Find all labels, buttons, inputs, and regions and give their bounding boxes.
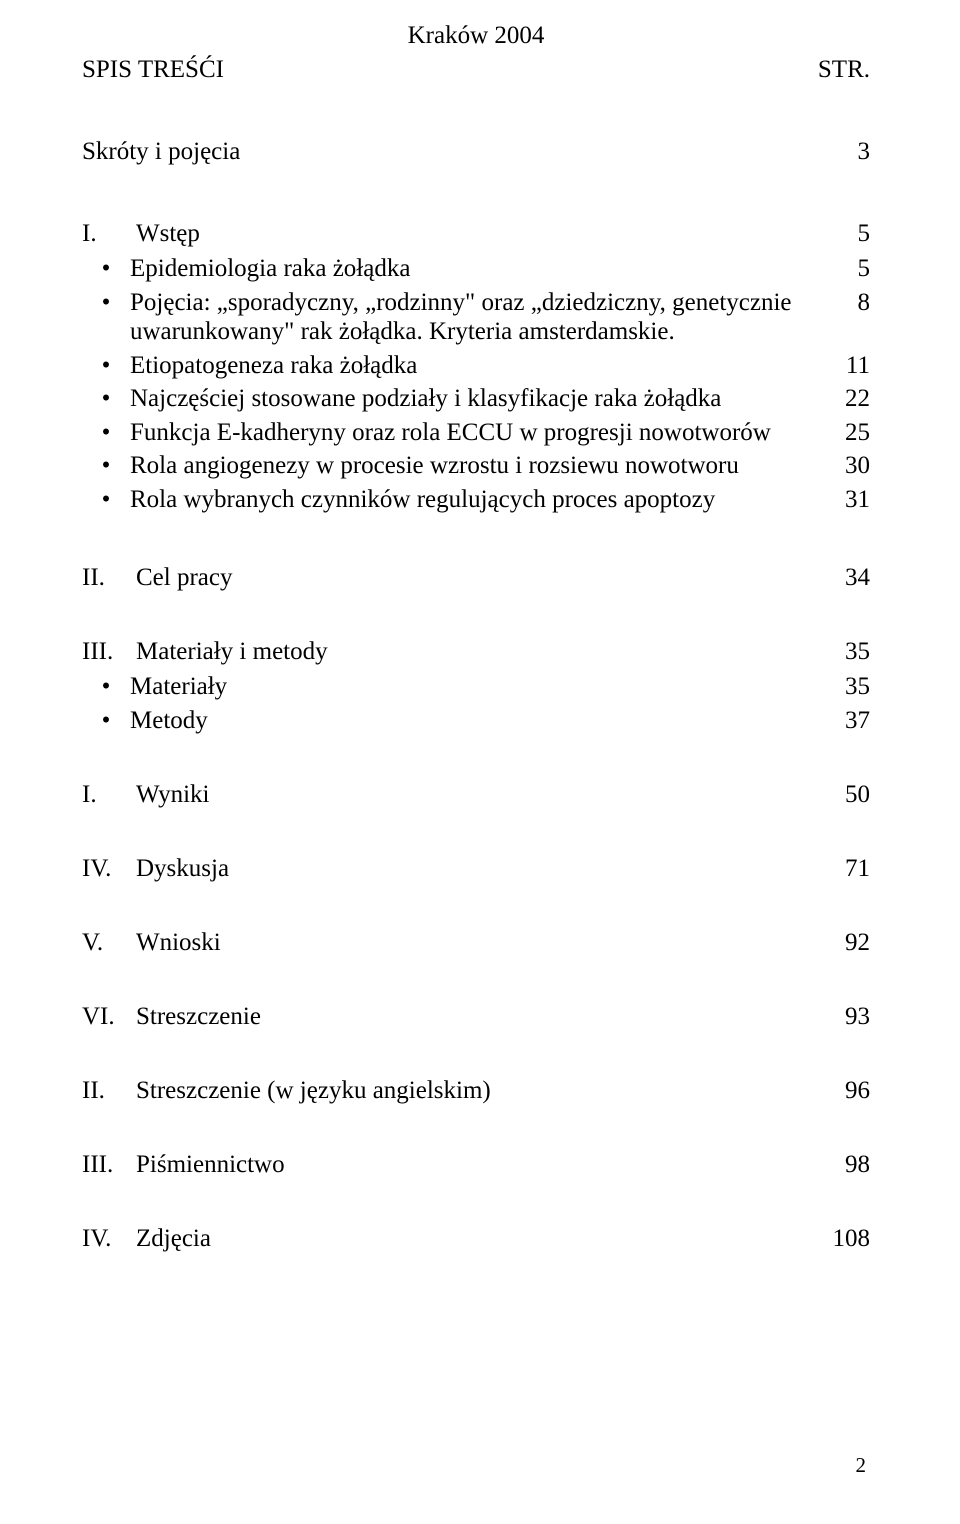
list-item-page: 22 [845,385,870,413]
bullet-icon: • [82,673,130,701]
section-9-label: Piśmiennictwo [136,1151,285,1178]
section-9-page: 98 [845,1151,870,1179]
list-item: • Rola angiogenezy w procesie wzrostu i … [82,451,870,481]
section-4-roman: I. [82,781,136,809]
section-10: IV.Zdjęcia 108 [82,1225,870,1253]
section-1-page: 5 [858,220,871,248]
section-10-page: 108 [833,1225,871,1253]
section-8-left: II.Streszczenie (w języku angielskim) [82,1077,491,1105]
section-4: I.Wyniki 50 [82,781,870,809]
section-1-head: I.Wstęp 5 [82,220,870,248]
section-9-left: III.Piśmiennictwo [82,1151,285,1179]
section-7-roman: VI. [82,1003,136,1031]
section-3-label: Materiały i metody [136,638,328,665]
list-item: • Funkcja E-kadheryny oraz rola ECCU w p… [82,418,870,448]
section-2: II.Cel pracy 34 [82,564,870,592]
list-item-text: Funkcja E-kadheryny oraz rola ECCU w pro… [130,418,845,448]
section-9: III.Piśmiennictwo 98 [82,1151,870,1179]
list-item: • Materiały 35 [82,672,870,702]
section-3-page: 35 [845,638,870,666]
list-item-page: 8 [858,289,871,317]
section-7-left: VI.Streszczenie [82,1003,261,1031]
section-4-left: I.Wyniki [82,781,210,809]
list-item-text: Epidemiologia raka żołądka [130,254,858,284]
section-2-page: 34 [845,564,870,592]
section-1-roman: I. [82,220,136,248]
section-10-label: Zdjęcia [136,1225,211,1252]
section-8-page: 96 [845,1077,870,1105]
section-1-left: I.Wstęp [82,220,200,248]
section-7-label: Streszczenie [136,1003,261,1030]
section-10-left: IV.Zdjęcia [82,1225,211,1253]
section-10-roman: IV. [82,1225,136,1253]
section-6-roman: V. [82,929,136,957]
list-item: • Etiopatogeneza raka żołądka 11 [82,351,870,381]
list-item-page: 30 [845,452,870,480]
bullet-icon: • [82,289,130,317]
bullet-icon: • [82,486,130,514]
page-number: 2 [856,1453,867,1478]
list-item-page: 31 [845,486,870,514]
skroty-row: Skróty i pojęcia 3 [82,138,870,166]
list-item-text: Materiały [130,672,845,702]
section-4-label: Wyniki [136,781,210,808]
section-2-roman: II. [82,564,136,592]
section-8-label: Streszczenie (w języku angielskim) [136,1077,491,1104]
section-1-label: Wstęp [136,220,200,247]
section-7-page: 93 [845,1003,870,1031]
section-8: II.Streszczenie (w języku angielskim) 96 [82,1077,870,1105]
list-item: • Metody 37 [82,706,870,736]
section-5-page: 71 [845,855,870,883]
section-6: V.Wnioski 92 [82,929,870,957]
list-item-text: Rola wybranych czynników regulujących pr… [130,485,845,515]
list-item-page: 35 [845,673,870,701]
list-item: • Rola wybranych czynników regulujących … [82,485,870,515]
title-row: SPIS TREŚĆI STR. [82,56,870,84]
section-3: III.Materiały i metody 35 • Materiały 35… [82,638,870,735]
section-5-roman: IV. [82,855,136,883]
title-right: STR. [818,56,870,84]
list-item: • Epidemiologia raka żołądka 5 [82,254,870,284]
section-7: VI.Streszczenie 93 [82,1003,870,1031]
skroty-label: Skróty i pojęcia [82,138,240,166]
section-3-roman: III. [82,638,136,666]
section-2-label: Cel pracy [136,564,232,591]
bullet-icon: • [82,255,130,283]
list-item-text: Rola angiogenezy w procesie wzrostu i ro… [130,451,845,481]
section-8-roman: II. [82,1077,136,1105]
section-9-roman: III. [82,1151,136,1179]
list-item-page: 37 [845,707,870,735]
bullet-icon: • [82,707,130,735]
header-location: Kraków 2004 [82,22,870,50]
section-1: I.Wstęp 5 • Epidemiologia raka żołądka 5… [82,220,870,514]
section-5-label: Dyskusja [136,855,229,882]
section-6-label: Wnioski [136,929,221,956]
list-item-page: 11 [846,352,870,380]
bullet-icon: • [82,352,130,380]
bullet-icon: • [82,419,130,447]
list-item-text: Pojęcia: „sporadyczny, „rodzinny" oraz „… [130,288,858,347]
section-4-page: 50 [845,781,870,809]
list-item-text: Najczęściej stosowane podziały i klasyfi… [130,384,845,414]
bullet-icon: • [82,385,130,413]
list-item-text: Metody [130,706,845,736]
section-6-page: 92 [845,929,870,957]
list-item-text: Etiopatogeneza raka żołądka [130,351,846,381]
list-item: • Najczęściej stosowane podziały i klasy… [82,384,870,414]
section-3-head: III.Materiały i metody 35 [82,638,870,666]
skroty-page: 3 [858,138,871,166]
list-item-page: 5 [858,255,871,283]
list-item-page: 25 [845,419,870,447]
section-2-left: II.Cel pracy [82,564,232,592]
section-5-left: IV.Dyskusja [82,855,229,883]
section-6-left: V.Wnioski [82,929,221,957]
section-5: IV.Dyskusja 71 [82,855,870,883]
bullet-icon: • [82,452,130,480]
section-3-left: III.Materiały i metody [82,638,328,666]
list-item: • Pojęcia: „sporadyczny, „rodzinny" oraz… [82,288,870,347]
title-left: SPIS TREŚĆI [82,56,224,84]
